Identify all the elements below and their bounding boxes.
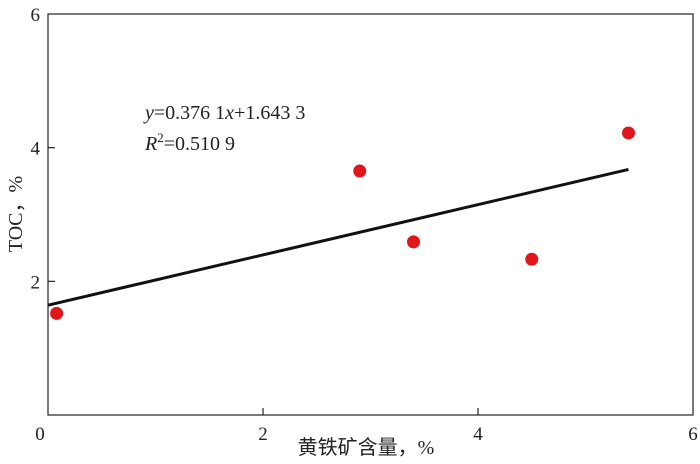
equation-intercept: +1.643 3 bbox=[234, 102, 305, 124]
y-tick-label: 4 bbox=[31, 139, 41, 160]
x-tick-label: 4 bbox=[473, 424, 483, 445]
r-squared-label: R2=0.510 9 bbox=[144, 130, 235, 155]
trendline-group bbox=[47, 167, 629, 307]
plot-border bbox=[47, 13, 694, 416]
equation-x-symbol: x bbox=[224, 102, 234, 124]
y-axis-label: TOC，% bbox=[5, 176, 27, 252]
r-squared-symbol: R bbox=[144, 133, 157, 155]
equation-slope: =0.376 1 bbox=[154, 102, 225, 124]
axis-tick-labels: 0 2 4 6 2 4 6 bbox=[31, 5, 698, 445]
data-points bbox=[50, 126, 635, 320]
x-tick-label: 2 bbox=[258, 424, 268, 445]
trendline bbox=[47, 167, 629, 307]
data-point bbox=[622, 126, 635, 140]
data-point bbox=[353, 164, 367, 178]
equation-y-symbol: y bbox=[143, 102, 154, 124]
data-point bbox=[50, 306, 64, 320]
x-tick-label: 0 bbox=[35, 424, 45, 445]
r-squared-value: =0.510 9 bbox=[164, 133, 235, 155]
plot-frame bbox=[47, 13, 694, 416]
trendline-equation: y=0.376 1x+1.643 3 bbox=[143, 102, 305, 124]
y-tick-label: 2 bbox=[31, 272, 41, 293]
x-tick-label: 6 bbox=[688, 424, 698, 445]
y-tick-label: 6 bbox=[31, 5, 41, 26]
r-squared-superscript: 2 bbox=[157, 130, 164, 145]
axis-ticks bbox=[48, 147, 479, 415]
data-point bbox=[407, 235, 420, 249]
data-point bbox=[525, 252, 539, 266]
x-axis-label: 黄铁矿含量，% bbox=[298, 436, 435, 459]
